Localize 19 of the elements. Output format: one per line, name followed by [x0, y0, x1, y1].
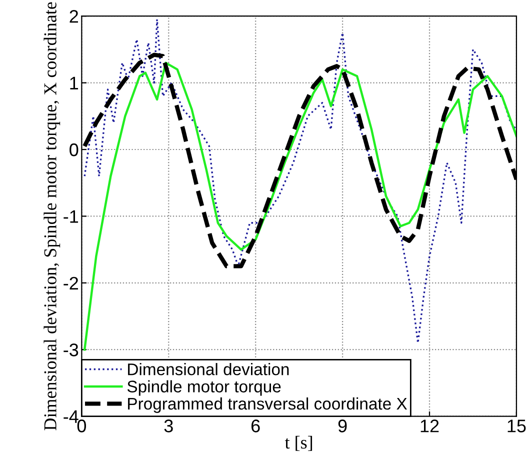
x-tick-label: 9 — [338, 420, 347, 432]
legend-label: Spindle motor torque — [127, 380, 281, 396]
x-tick-label: 15 — [508, 420, 526, 432]
x-tick-label: 12 — [420, 420, 439, 432]
legend-label: Dimensional deviation — [128, 363, 289, 376]
legend-label: Programmed transversal coordinate X — [128, 397, 408, 413]
y-tick-label: -3 — [64, 344, 78, 356]
y-tick-label: 0 — [70, 143, 78, 156]
x-tick-label: 6 — [251, 420, 260, 432]
y-tick-label: 1 — [70, 76, 78, 90]
y-tick-label: -1 — [64, 210, 78, 223]
x-tick-label: 3 — [164, 420, 173, 432]
line-series — [83, 62, 516, 351]
y-tick-label: -4 — [64, 410, 78, 423]
line-series — [84, 18, 516, 344]
y-axis-title: Dimensional deviation, Spindle motor torque, X coordinate — [44, 2, 60, 430]
y-tick-label: 2 — [70, 10, 78, 23]
x-axis-title: t [s] — [284, 436, 312, 451]
y-tick-label: -2 — [64, 276, 78, 290]
